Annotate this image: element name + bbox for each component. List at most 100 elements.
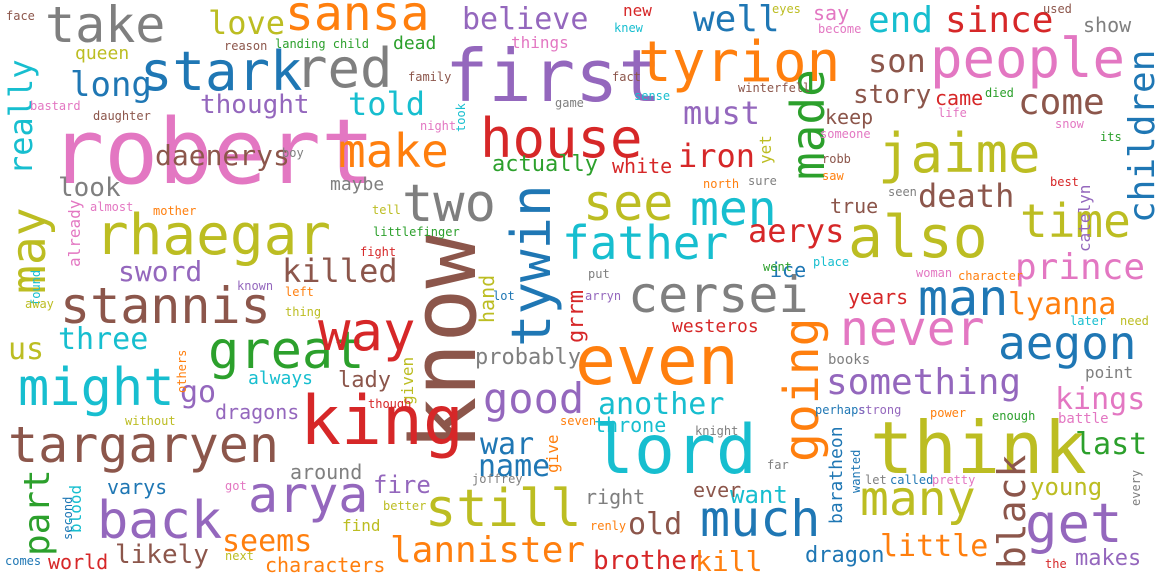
word-actually: actually bbox=[492, 152, 598, 177]
word-take: take bbox=[45, 0, 166, 54]
word-last: last bbox=[1075, 427, 1148, 462]
word-tyrion: tyrion bbox=[638, 30, 841, 95]
word-better: better bbox=[383, 499, 427, 513]
word-also: also bbox=[848, 203, 988, 271]
word-children: children bbox=[1122, 49, 1163, 223]
word-joffrey: joffrey bbox=[472, 472, 523, 486]
word-lannister: lannister bbox=[390, 530, 586, 571]
word-makes: makes bbox=[1075, 546, 1142, 571]
word-house: house bbox=[480, 107, 643, 170]
word-probably: probably bbox=[475, 345, 581, 370]
word-woman: woman bbox=[916, 266, 953, 280]
word-daughter: daughter bbox=[93, 109, 151, 123]
word-took: took bbox=[454, 103, 468, 132]
word-another: another bbox=[598, 387, 725, 422]
word-black: black bbox=[990, 454, 1034, 569]
word-sure: sure bbox=[748, 174, 777, 188]
word-aegon: aegon bbox=[998, 316, 1137, 370]
word-seven: seven bbox=[560, 414, 597, 428]
word-young: young bbox=[1030, 473, 1103, 501]
word-strong: strong bbox=[858, 403, 902, 417]
word-pretty: pretty bbox=[932, 473, 976, 487]
word-name: name bbox=[478, 449, 551, 484]
word-part: part bbox=[17, 469, 58, 556]
word-make: make bbox=[338, 124, 449, 178]
word-robert: robert bbox=[50, 100, 376, 205]
word-face: face bbox=[6, 9, 35, 23]
word-red: red bbox=[295, 37, 393, 100]
word-character: character bbox=[958, 269, 1024, 283]
word-eyes: eyes bbox=[772, 2, 801, 16]
word-yet: yet bbox=[756, 135, 775, 164]
word-things: things bbox=[511, 33, 569, 52]
word-night: night bbox=[420, 119, 457, 133]
word-renly: renly bbox=[590, 519, 627, 533]
word-stark: stark bbox=[140, 40, 303, 103]
word-long: long bbox=[70, 65, 152, 105]
word-thing: thing bbox=[285, 305, 322, 319]
word-become: become bbox=[818, 22, 862, 36]
word-baratheon: baratheon bbox=[826, 426, 847, 524]
word-see: see bbox=[583, 174, 674, 232]
word-stannis: stannis bbox=[60, 277, 271, 335]
word-come: come bbox=[1018, 82, 1105, 123]
word-got: got bbox=[225, 479, 247, 493]
word-seems: seems bbox=[222, 524, 313, 559]
word-want: want bbox=[730, 481, 788, 509]
word-way: way bbox=[318, 300, 416, 363]
word-ever: ever bbox=[693, 478, 742, 502]
word-two: two bbox=[402, 174, 496, 234]
word-lady: lady bbox=[338, 368, 391, 393]
word-time: time bbox=[1020, 194, 1131, 248]
word-point: point bbox=[1085, 363, 1134, 382]
word-throne: throne bbox=[594, 413, 667, 437]
word-without: without bbox=[125, 414, 176, 428]
word-arya: arya bbox=[248, 466, 369, 524]
word-daenerys: daenerys bbox=[155, 139, 290, 172]
word-dead: dead bbox=[393, 33, 437, 54]
word-left: left bbox=[285, 285, 314, 299]
word-reason: reason bbox=[224, 39, 268, 53]
word-much: much bbox=[700, 490, 821, 548]
word-father: father bbox=[562, 216, 729, 270]
word-cersei: cersei bbox=[628, 266, 809, 324]
word-landing-child: landing child bbox=[275, 37, 369, 51]
word-bastard: bastard bbox=[30, 99, 81, 113]
word-comes: comes bbox=[5, 554, 42, 568]
word-think: think bbox=[870, 406, 1087, 490]
word-son: son bbox=[868, 42, 926, 80]
word-enough: enough bbox=[992, 409, 1036, 423]
word-power: power bbox=[930, 406, 967, 420]
word-westeros: westeros bbox=[672, 316, 759, 337]
word-life: life bbox=[938, 106, 967, 120]
word-littlefinger: littlefinger bbox=[373, 225, 460, 239]
word-man: man bbox=[918, 269, 1009, 327]
word-brother: brother bbox=[593, 546, 703, 576]
word-next: next bbox=[225, 549, 254, 563]
word-kings: kings bbox=[1055, 382, 1146, 417]
word-likely: likely bbox=[115, 540, 209, 570]
word-almost: almost bbox=[90, 200, 134, 214]
word-someone: someone bbox=[820, 127, 871, 141]
word-catelyn: catelyn bbox=[1075, 184, 1094, 252]
word-aerys: aerys bbox=[748, 212, 845, 250]
word-lord: lord bbox=[593, 411, 757, 490]
word-three: three bbox=[58, 322, 149, 357]
word-keep: keep bbox=[825, 105, 874, 129]
word-already: already bbox=[65, 199, 84, 267]
word-varys: varys bbox=[107, 475, 168, 499]
word-true: true bbox=[830, 194, 879, 218]
word-wanted: wanted bbox=[849, 449, 863, 493]
word-right: right bbox=[585, 485, 646, 509]
word-really: really bbox=[2, 59, 40, 175]
word-dragon: dragon bbox=[805, 543, 885, 568]
word-never: never bbox=[840, 301, 985, 357]
word-story: story bbox=[853, 80, 932, 110]
word-called: called bbox=[890, 473, 934, 487]
word-perhaps: perhaps bbox=[815, 403, 866, 417]
word-the: the bbox=[1045, 557, 1067, 571]
word-arryn: arryn bbox=[585, 289, 622, 303]
word-men: men bbox=[690, 181, 777, 237]
word-came: came bbox=[935, 86, 984, 110]
